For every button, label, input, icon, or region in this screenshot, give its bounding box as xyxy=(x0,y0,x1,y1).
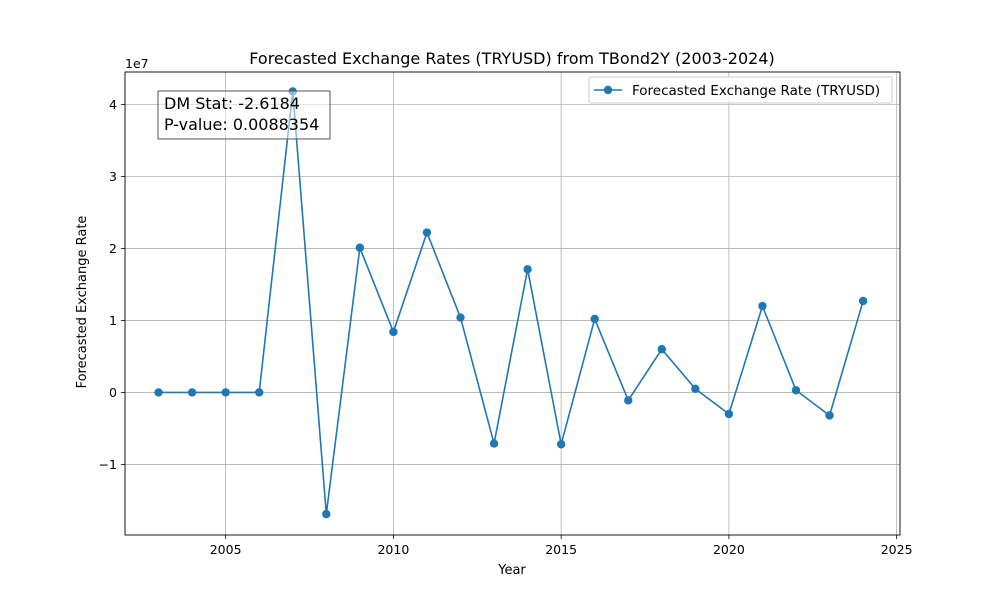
y-tick-label: −1 xyxy=(99,457,117,472)
data-point xyxy=(322,509,331,519)
legend-marker-swatch xyxy=(603,85,613,95)
y-tick-label: 1 xyxy=(109,313,117,328)
data-point xyxy=(691,384,700,394)
data-point xyxy=(389,327,398,337)
data-point xyxy=(791,386,801,395)
y-axis-offset-label: 1e7 xyxy=(125,56,149,71)
y-tick-label: 3 xyxy=(109,169,117,184)
data-point xyxy=(456,313,465,322)
data-point xyxy=(489,439,499,448)
data-point xyxy=(254,388,264,397)
data-point xyxy=(556,440,566,449)
legend-label: Forecasted Exchange Rate (TRYUSD) xyxy=(632,83,880,99)
data-point xyxy=(758,301,767,311)
annotation-line-p-value: P-value: 0.0088354 xyxy=(164,115,319,134)
data-point xyxy=(221,388,230,397)
data-point xyxy=(187,388,197,397)
data-point xyxy=(422,228,432,237)
x-tick-label: 2010 xyxy=(377,542,409,557)
stats-annotation: DM Stat: -2.6184 P-value: 0.0088354 xyxy=(157,90,331,140)
data-point xyxy=(858,296,868,306)
axis-ticks: 2005 2010 2015 2020 2025 −1 0 1 2 3 4 xyxy=(99,97,913,557)
x-axis-label: Year xyxy=(497,563,526,578)
data-point xyxy=(355,243,365,252)
annotation-box xyxy=(157,90,331,140)
plot-area xyxy=(124,71,901,536)
data-point xyxy=(624,396,633,405)
y-tick-label: 4 xyxy=(109,97,117,112)
y-axis-label: Forecasted Exchange Rate xyxy=(75,216,90,389)
series-line xyxy=(158,90,864,515)
x-tick-label: 2020 xyxy=(713,542,745,557)
grid xyxy=(125,72,900,535)
x-tick-label: 2025 xyxy=(881,542,913,557)
data-point xyxy=(724,409,734,419)
chart-title: Forecasted Exchange Rates (TRYUSD) from … xyxy=(249,49,774,68)
series-layer xyxy=(154,87,868,519)
legend: Forecasted Exchange Rate (TRYUSD) xyxy=(588,76,893,104)
y-tick-label: 0 xyxy=(109,385,117,400)
data-point xyxy=(523,265,532,274)
data-point xyxy=(825,411,834,420)
y-tick-label: 2 xyxy=(109,241,117,256)
data-point xyxy=(590,314,599,324)
legend-box xyxy=(588,76,893,104)
x-tick-label: 2005 xyxy=(210,542,242,557)
data-point xyxy=(154,388,163,397)
x-tick-label: 2015 xyxy=(545,542,577,557)
data-point xyxy=(657,345,666,354)
annotation-line-dm-stat: DM Stat: -2.6184 xyxy=(164,94,300,113)
